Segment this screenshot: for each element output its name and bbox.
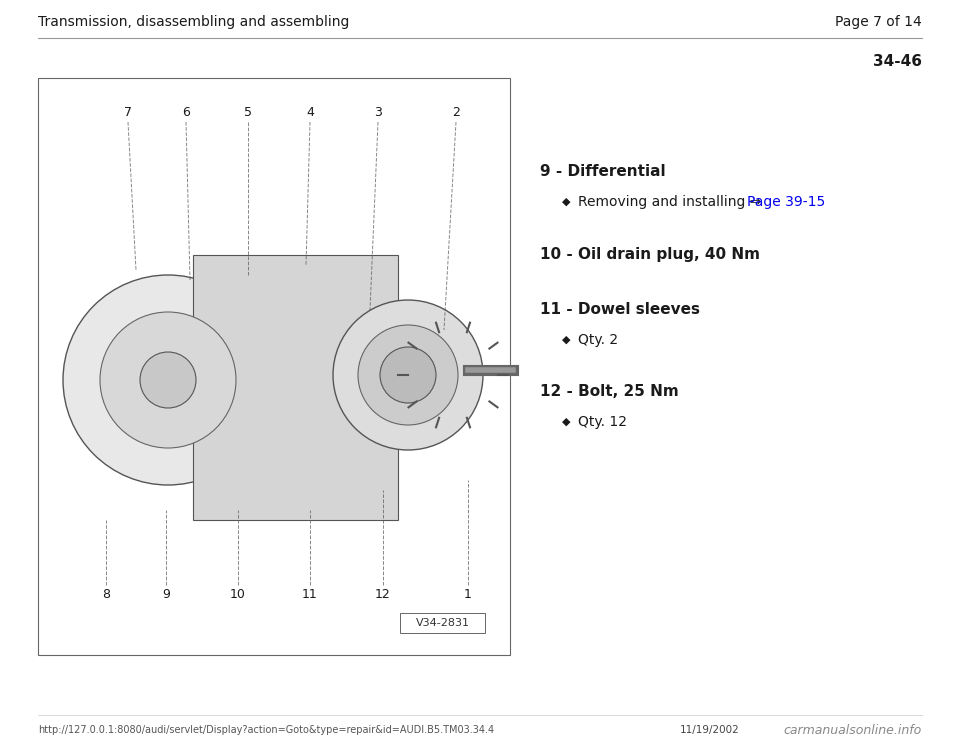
Bar [400, 613, 485, 633]
Circle shape [333, 300, 483, 450]
Text: Qty. 12: Qty. 12 [578, 415, 627, 429]
Text: http://127.0.0.1:8080/audi/servlet/Display?action=Goto&type=repair&id=AUDI.B5.TM: http://127.0.0.1:8080/audi/servlet/Displ… [38, 725, 494, 735]
Text: 9: 9 [162, 588, 170, 602]
Circle shape [358, 325, 458, 425]
Text: 6: 6 [182, 105, 190, 119]
Text: 10: 10 [230, 588, 246, 602]
Text: Page 39-15: Page 39-15 [747, 195, 826, 209]
Text: 1: 1 [464, 588, 472, 602]
Text: 3: 3 [374, 105, 382, 119]
Circle shape [140, 352, 196, 408]
Text: 5: 5 [244, 105, 252, 119]
Circle shape [100, 312, 236, 448]
Text: 2: 2 [452, 105, 460, 119]
Circle shape [63, 275, 273, 485]
Text: ◆: ◆ [562, 335, 570, 345]
Text: 11 - Dowel sleeves: 11 - Dowel sleeves [540, 303, 700, 318]
Circle shape [380, 347, 436, 403]
Text: 11: 11 [302, 588, 318, 602]
Text: V34-2831: V34-2831 [416, 618, 469, 628]
Text: 7: 7 [124, 105, 132, 119]
Text: 8: 8 [102, 588, 110, 602]
Text: carmanualsonline.info: carmanualsonline.info [783, 723, 922, 737]
Text: 12 - Bolt, 25 Nm: 12 - Bolt, 25 Nm [540, 384, 679, 399]
Text: Removing and installing ⇒: Removing and installing ⇒ [578, 195, 766, 209]
Text: 4: 4 [306, 105, 314, 119]
Text: ◆: ◆ [562, 417, 570, 427]
Text: 9 - Differential: 9 - Differential [540, 165, 665, 180]
Bar [38, 78, 510, 655]
Bar [193, 255, 398, 520]
Text: Transmission, disassembling and assembling: Transmission, disassembling and assembli… [38, 15, 349, 29]
Text: ◆: ◆ [562, 197, 570, 207]
Text: 12: 12 [375, 588, 391, 602]
Text: Page 7 of 14: Page 7 of 14 [835, 15, 922, 29]
Text: Qty. 2: Qty. 2 [578, 333, 618, 347]
Text: 34-46: 34-46 [873, 54, 922, 70]
Text: 10 - Oil drain plug, 40 Nm: 10 - Oil drain plug, 40 Nm [540, 246, 760, 261]
Text: 11/19/2002: 11/19/2002 [680, 725, 740, 735]
